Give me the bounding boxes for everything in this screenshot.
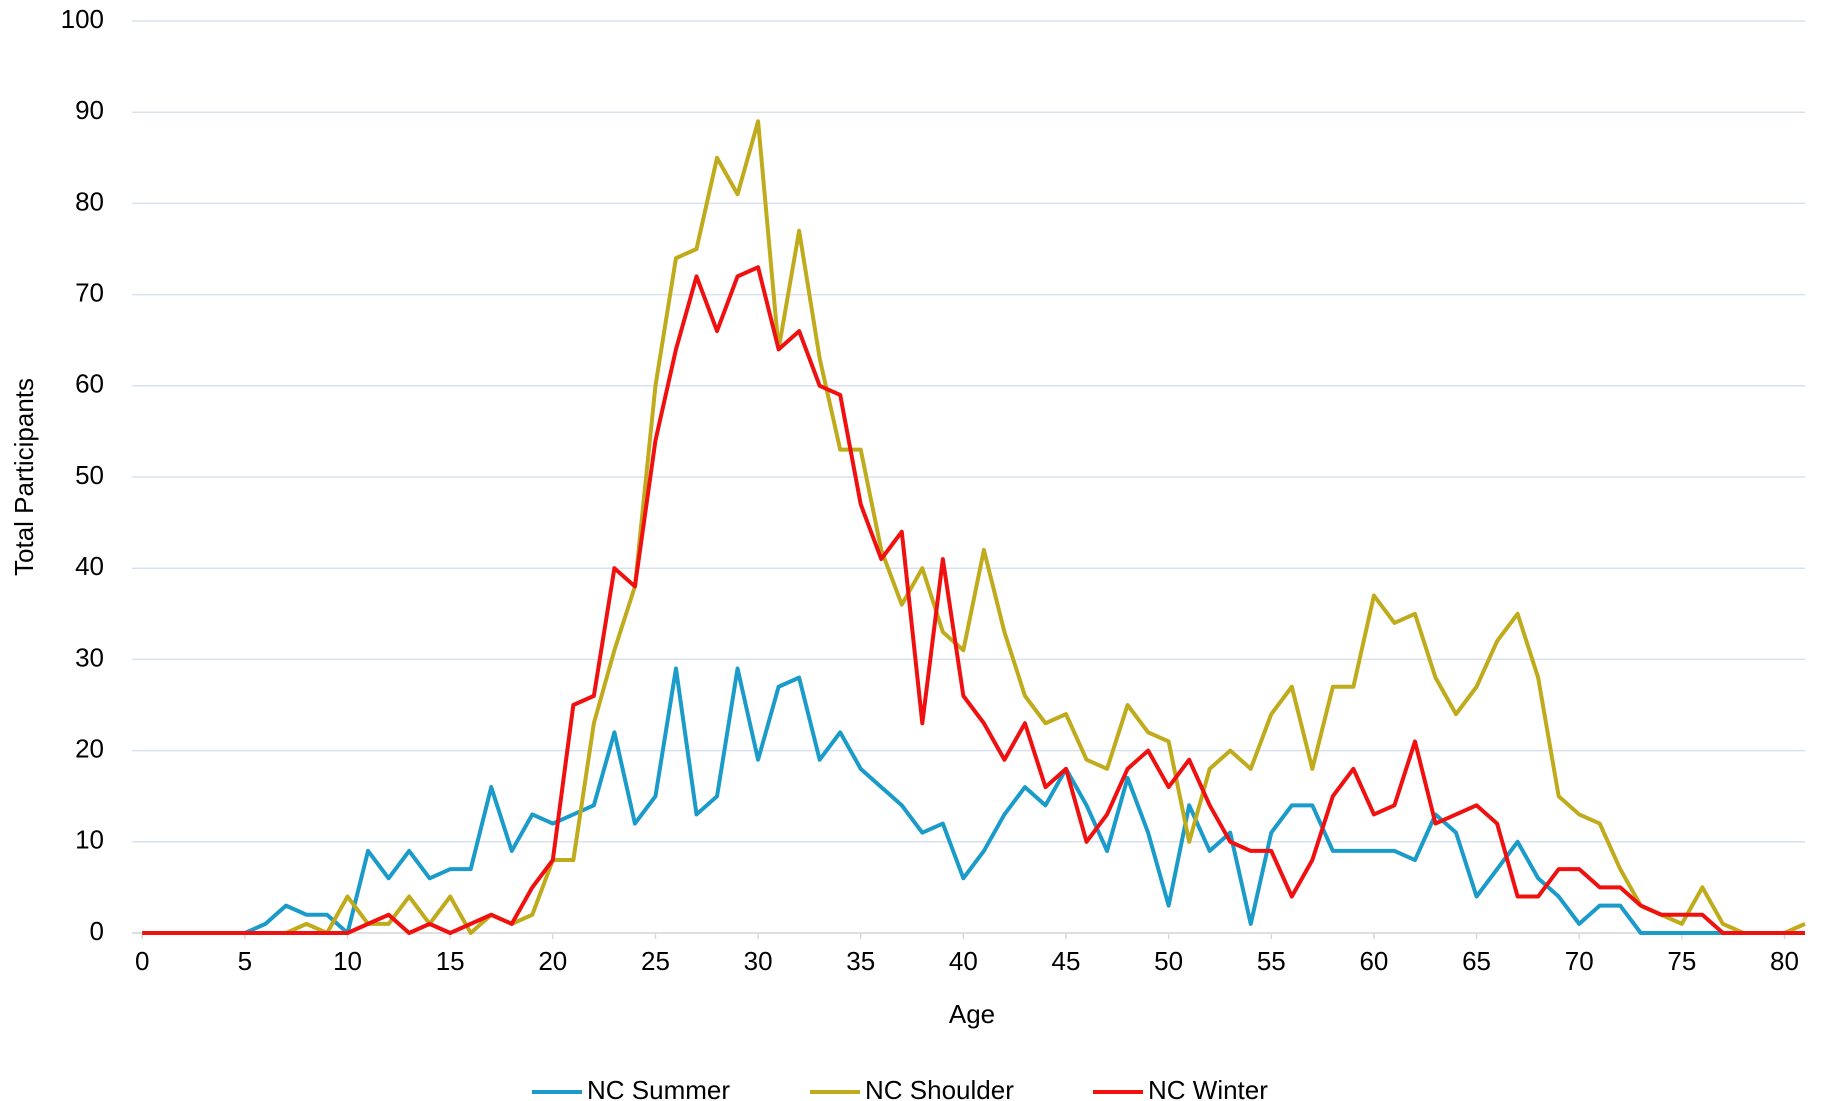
- x-tick-label: 35: [846, 946, 875, 976]
- x-tick-label: 30: [744, 946, 773, 976]
- y-tick-label: 80: [75, 186, 104, 216]
- series-line: [142, 265, 1805, 935]
- y-tick-label: 10: [75, 825, 104, 855]
- x-tick-label: 45: [1052, 946, 1081, 976]
- x-tick-label: 75: [1667, 946, 1696, 976]
- x-tick-label: 10: [333, 946, 362, 976]
- x-tick-label: 65: [1462, 946, 1491, 976]
- legend-label: NC Winter: [1148, 1075, 1268, 1101]
- y-tick-label: 20: [75, 733, 104, 763]
- series-line: [142, 666, 1805, 935]
- x-tick-label: 55: [1257, 946, 1286, 976]
- y-tick-label: 60: [75, 369, 104, 399]
- x-tick-label: 40: [949, 946, 978, 976]
- series-line: [142, 119, 1806, 935]
- legend-label: NC Summer: [587, 1075, 730, 1101]
- x-tick-label: 20: [538, 946, 567, 976]
- x-axis-title: Age: [949, 999, 995, 1029]
- y-tick-label: 30: [75, 642, 104, 672]
- x-tick-label: 60: [1359, 946, 1388, 976]
- x-tick-label: 0: [135, 946, 149, 976]
- x-tick-label: 50: [1154, 946, 1183, 976]
- y-tick-label: 50: [75, 460, 104, 490]
- x-tick-label: 70: [1565, 946, 1594, 976]
- y-tick-label: 0: [90, 916, 104, 946]
- x-tick-label: 80: [1770, 946, 1799, 976]
- y-tick-label: 100: [61, 4, 104, 34]
- y-tick-label: 90: [75, 95, 104, 125]
- x-tick-label: 25: [641, 946, 670, 976]
- y-tick-label: 70: [75, 277, 104, 307]
- y-tick-label: 40: [75, 551, 104, 581]
- x-tick-label: 15: [436, 946, 465, 976]
- legend-label: NC Shoulder: [865, 1075, 1014, 1101]
- x-tick-label: 5: [238, 946, 252, 976]
- y-axis-title: Total Participants: [9, 378, 39, 576]
